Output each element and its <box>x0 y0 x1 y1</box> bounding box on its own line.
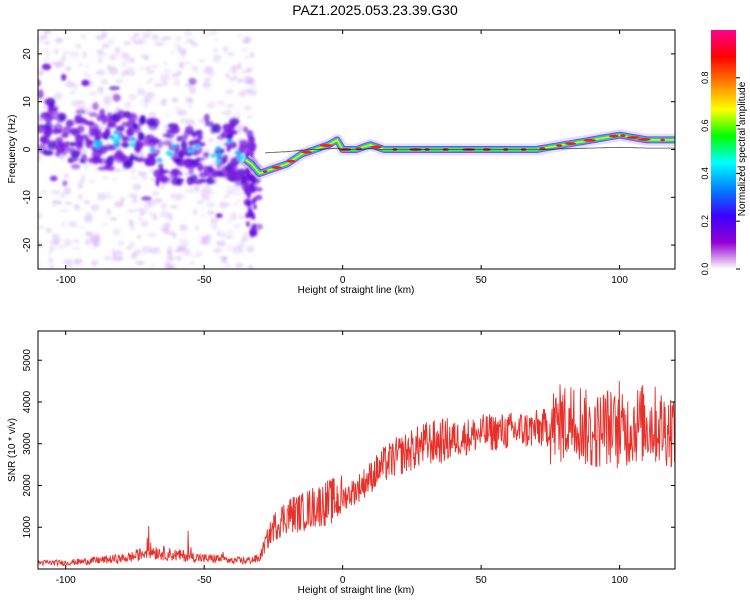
snr-x-axis-label: Height of straight line (km) <box>298 585 415 596</box>
colorbar-ticks: 0.0 0.2 0.4 0.6 0.8 <box>700 72 740 276</box>
snr-series-line <box>38 380 675 568</box>
x-tick-label: 0 <box>340 275 346 286</box>
colorbar: 0.0 0.2 0.4 0.6 0.8 Normalized spectral ampl… <box>700 30 748 275</box>
x-tick-label: 50 <box>476 575 488 586</box>
spectrogram-y-ticks: -20 -10 0 10 20 <box>22 48 675 252</box>
spectrogram-x-axis-label: Height of straight line (km) <box>298 285 415 296</box>
y-tick-label: 4000 <box>22 390 33 413</box>
spectrogram-ridge <box>242 129 675 180</box>
colorbar-ramp <box>711 30 736 269</box>
snr-x-ticks: -100 -50 0 50 100 <box>56 331 628 586</box>
y-tick-label: -10 <box>22 190 33 205</box>
snr-panel: -100 -50 0 50 100 1000 2000 3000 4000 5000 Heigh… <box>7 330 676 596</box>
y-tick-label: 2000 <box>22 474 33 497</box>
y-tick-label: 5000 <box>22 349 33 372</box>
snr-plot-area <box>38 331 675 569</box>
colorbar-tick-label: 0.8 <box>700 72 710 85</box>
figure-title: PAZ1.2025.053.23.39.G30 <box>292 2 458 18</box>
x-tick-label: 100 <box>611 575 628 586</box>
colorbar-tick-label: 0.2 <box>700 215 710 228</box>
spectrogram-heat-layer <box>38 30 675 269</box>
x-tick-label: -50 <box>197 275 212 286</box>
colorbar-label: Normalized spectral amplitude <box>737 81 748 216</box>
snr-y-ticks: 1000 2000 3000 4000 5000 <box>22 349 675 539</box>
colorbar-tick-label: 0.6 <box>700 119 710 132</box>
spectrogram-x-ticks: -100 -50 0 50 100 <box>56 30 628 286</box>
y-tick-label: 0 <box>22 146 33 152</box>
y-tick-label: 20 <box>22 48 33 60</box>
spectrogram-y-axis-label: Frequency (Hz) <box>7 115 18 184</box>
y-tick-label: 1000 <box>22 516 33 539</box>
x-tick-label: -100 <box>56 275 76 286</box>
y-tick-label: -20 <box>22 237 33 252</box>
x-tick-label: 100 <box>611 275 628 286</box>
snr-y-axis-label: SNR (10 * v/v) <box>7 418 18 482</box>
snr-frame <box>37 330 676 570</box>
y-tick-label: 3000 <box>22 432 33 455</box>
y-tick-label: 10 <box>22 96 33 108</box>
x-tick-label: 50 <box>476 275 488 286</box>
x-tick-label: -50 <box>197 575 212 586</box>
colorbar-tick-label: 0.0 <box>700 263 710 276</box>
colorbar-tick-label: 0.4 <box>700 167 710 180</box>
x-tick-label: -100 <box>56 575 76 586</box>
x-tick-label: 0 <box>340 575 346 586</box>
